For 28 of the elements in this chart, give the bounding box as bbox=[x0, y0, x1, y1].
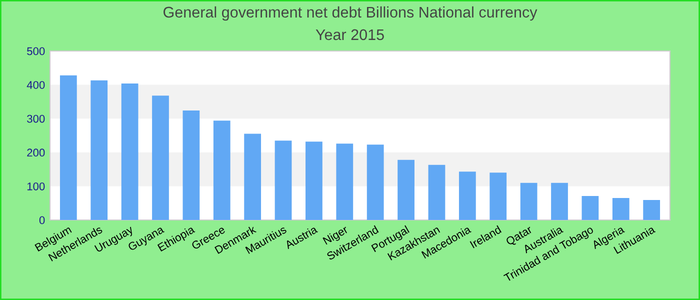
bar bbox=[336, 144, 354, 220]
bar bbox=[366, 144, 384, 220]
bar bbox=[582, 196, 599, 220]
chart-title: General government net debt Billions National currency bbox=[164, 6, 538, 21]
bar bbox=[182, 110, 200, 220]
bar bbox=[152, 96, 169, 220]
y-tick-label: 100 bbox=[27, 182, 45, 190]
y-tick-label: 400 bbox=[26, 81, 45, 89]
bar bbox=[306, 142, 322, 220]
chart-subtitle: Year 2015 bbox=[316, 29, 384, 40]
bar bbox=[274, 140, 292, 220]
bar bbox=[551, 182, 568, 220]
bar bbox=[428, 164, 446, 220]
bar bbox=[90, 80, 108, 220]
bar bbox=[612, 198, 630, 220]
bar bbox=[244, 134, 262, 220]
bar bbox=[490, 172, 507, 220]
bar bbox=[458, 172, 476, 220]
bar bbox=[121, 83, 138, 220]
bar bbox=[643, 200, 660, 220]
y-tick-label: 500 bbox=[27, 47, 45, 56]
y-tick-label: 0 bbox=[39, 216, 45, 224]
bar bbox=[213, 120, 230, 220]
y-tick-label: 300 bbox=[27, 114, 45, 123]
y-tick-label: 200 bbox=[27, 148, 45, 157]
bar bbox=[60, 75, 77, 220]
bar bbox=[520, 182, 538, 220]
bar bbox=[398, 160, 414, 220]
